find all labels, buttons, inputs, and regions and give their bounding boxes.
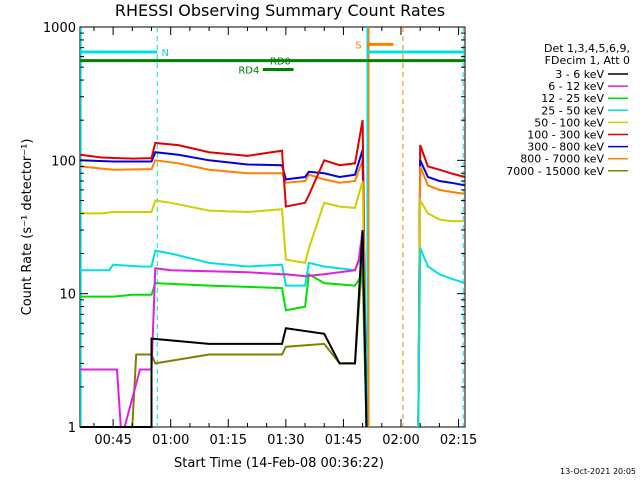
y-tick-label: 10 bbox=[59, 288, 76, 303]
series-line-after-gap bbox=[417, 247, 466, 428]
series-line bbox=[80, 149, 368, 428]
legend-label: 6 - 12 keV bbox=[548, 80, 604, 93]
footer-date: 13-Oct-2021 20:05 bbox=[560, 467, 636, 476]
series-line bbox=[80, 229, 368, 428]
legend-label: 50 - 100 keV bbox=[534, 116, 604, 129]
series-line bbox=[80, 230, 368, 428]
flag-label-rd0: RD0 bbox=[270, 57, 291, 68]
series-line-after-gap bbox=[417, 144, 465, 428]
y-tick-label: 1 bbox=[68, 421, 76, 436]
axis-layer: 1 10 100 1000 00:45 01:00 01:15 01:30 01:45 02:00… bbox=[43, 21, 477, 448]
x-tick-label: 01:45 bbox=[325, 433, 362, 448]
legend-header-line-2: FDecim 1, Att 0 bbox=[545, 54, 630, 67]
legend-header-line-1: Det 1,3,4,5,6,9, bbox=[544, 42, 630, 55]
flag-label-s: S bbox=[355, 40, 361, 51]
x-tick-label: 02:15 bbox=[440, 433, 477, 448]
legend-label: 100 - 300 keV bbox=[527, 129, 604, 142]
x-tick-label: 01:30 bbox=[267, 433, 304, 448]
annotation-layer: N RD0 RD4 S bbox=[80, 27, 465, 427]
x-tick-label: 02:00 bbox=[382, 433, 419, 448]
series-layer bbox=[79, 120, 466, 428]
legend-label: 800 - 7000 keV bbox=[520, 153, 604, 166]
series-line-after-gap bbox=[417, 196, 465, 428]
y-axis-label: Count Rate (s⁻¹ detector⁻¹) bbox=[20, 139, 35, 316]
series-line bbox=[80, 180, 368, 428]
legend-label: 300 - 800 keV bbox=[527, 141, 604, 154]
series-line-after-gap bbox=[417, 166, 465, 428]
legend-label: 3 - 6 keV bbox=[555, 68, 604, 81]
series-line bbox=[79, 120, 368, 428]
legend-label: 25 - 50 keV bbox=[541, 104, 604, 117]
plot-frame bbox=[79, 26, 466, 428]
legend-label: 7000 - 15000 keV bbox=[506, 165, 604, 178]
x-tick-label: 00:45 bbox=[94, 433, 131, 448]
y-tick-label: 100 bbox=[51, 154, 76, 169]
legend: Det 1,3,4,5,6,9, FDecim 1, Att 0 3 - 6 k… bbox=[506, 42, 630, 178]
legend-label: 12 - 25 keV bbox=[541, 92, 604, 105]
chart-title: RHESSI Observing Summary Count Rates bbox=[115, 1, 445, 20]
flag-label-rd4: RD4 bbox=[238, 66, 259, 77]
series-line bbox=[80, 271, 368, 428]
x-tick-label: 01:00 bbox=[152, 433, 189, 448]
flag-label-n: N bbox=[162, 48, 169, 59]
x-axis-label: Start Time (14-Feb-08 00:36:22) bbox=[174, 456, 384, 471]
y-tick-label: 1000 bbox=[43, 21, 76, 36]
series-line bbox=[80, 253, 368, 428]
x-tick-label: 01:15 bbox=[210, 433, 247, 448]
series-line bbox=[80, 249, 368, 428]
series-line bbox=[80, 159, 368, 428]
